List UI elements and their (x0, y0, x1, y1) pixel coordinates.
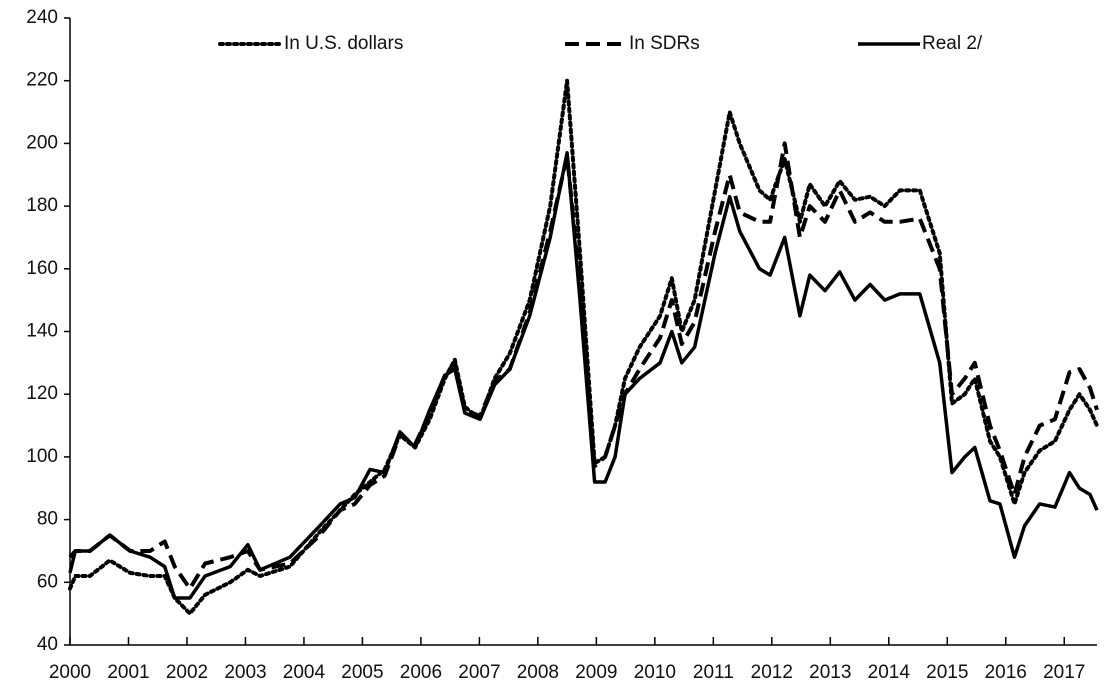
x-tick-label: 2017 (1043, 662, 1085, 683)
x-tick-label: 2005 (341, 662, 383, 683)
y-tick-label: 100 (26, 446, 58, 467)
y-tick-label: 240 (26, 7, 58, 28)
y-tick-label: 160 (26, 258, 58, 279)
x-tick-label: 2004 (283, 662, 326, 683)
x-tick-label: 2011 (693, 662, 734, 683)
x-tick-label: 2006 (400, 662, 442, 683)
x-tick-label: 2009 (575, 662, 617, 683)
y-tick-label: 80 (37, 509, 58, 530)
x-tick-label: 2015 (926, 662, 968, 683)
x-tick-label: 2003 (224, 662, 266, 683)
x-tick-label: 2013 (809, 662, 851, 683)
legend-label: Real 2/ (922, 33, 983, 54)
y-tick-label: 120 (26, 383, 58, 404)
x-tick-label: 2002 (166, 662, 208, 683)
y-tick-label: 180 (26, 195, 58, 216)
series-line (68, 141, 1099, 591)
y-tick-label: 220 (26, 70, 58, 91)
x-tick-label: 2012 (751, 662, 793, 683)
x-tick-label: 2001 (107, 662, 149, 683)
y-tick-label: 140 (26, 321, 58, 342)
x-tick-label: 2007 (458, 662, 500, 683)
y-tick-label: 40 (37, 634, 58, 655)
series-line (68, 151, 1099, 600)
x-tick-label: 2008 (517, 662, 559, 683)
legend-label: In U.S. dollars (284, 33, 403, 54)
y-tick-label: 200 (26, 132, 58, 153)
series-line (68, 78, 1099, 616)
x-tick-label: 2000 (49, 662, 91, 683)
x-tick-label: 2016 (985, 662, 1027, 683)
x-tick-label: 2014 (868, 662, 911, 683)
x-tick-label: 2010 (634, 662, 676, 683)
y-tick-label: 60 (37, 571, 58, 592)
legend-label: In SDRs (629, 33, 700, 54)
